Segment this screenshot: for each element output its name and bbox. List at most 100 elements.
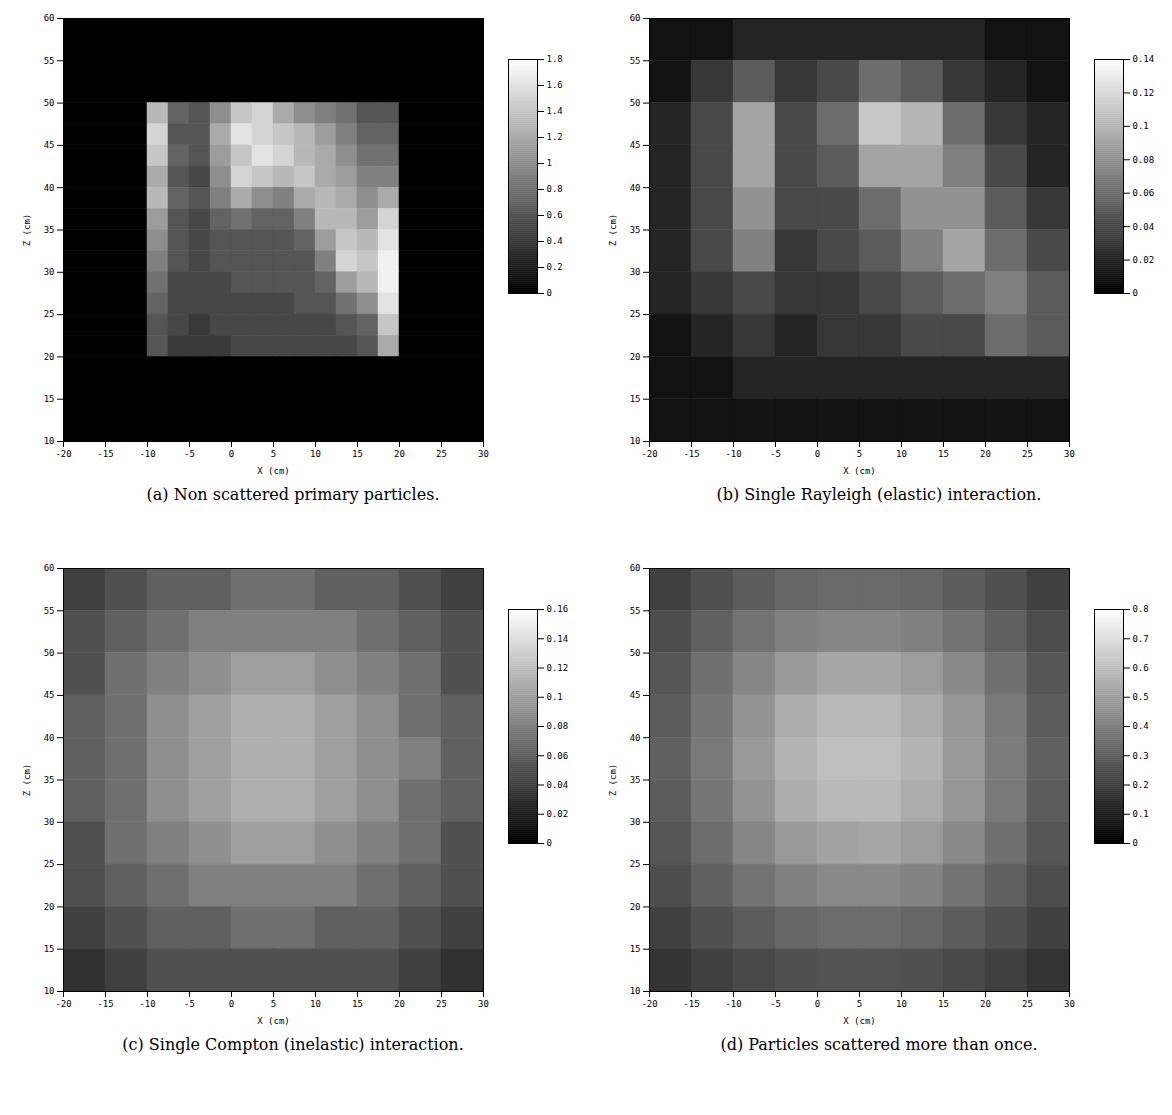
svg-text:-20: -20 bbox=[641, 449, 657, 459]
svg-text:0.08: 0.08 bbox=[1132, 155, 1154, 165]
svg-text:0.12: 0.12 bbox=[1132, 88, 1154, 98]
svg-text:40: 40 bbox=[629, 733, 640, 743]
svg-text:0.7: 0.7 bbox=[1132, 634, 1148, 644]
svg-text:0.8: 0.8 bbox=[1132, 604, 1148, 614]
svg-text:0.04: 0.04 bbox=[546, 780, 568, 790]
svg-text:1.4: 1.4 bbox=[546, 106, 562, 116]
svg-text:30: 30 bbox=[1064, 449, 1075, 459]
svg-text:-20: -20 bbox=[641, 999, 657, 1009]
svg-text:20: 20 bbox=[394, 999, 405, 1009]
svg-text:-10: -10 bbox=[725, 999, 741, 1009]
svg-text:20: 20 bbox=[980, 449, 991, 459]
svg-text:20: 20 bbox=[629, 352, 640, 362]
svg-text:25: 25 bbox=[629, 859, 640, 869]
svg-text:5: 5 bbox=[856, 449, 861, 459]
svg-text:40: 40 bbox=[629, 183, 640, 193]
svg-text:-20: -20 bbox=[55, 999, 71, 1009]
svg-text:0: 0 bbox=[814, 449, 819, 459]
svg-text:15: 15 bbox=[938, 449, 949, 459]
svg-text:0.1: 0.1 bbox=[1132, 121, 1148, 131]
svg-text:15: 15 bbox=[352, 999, 363, 1009]
svg-text:20: 20 bbox=[980, 999, 991, 1009]
svg-text:20: 20 bbox=[43, 902, 54, 912]
svg-text:1.2: 1.2 bbox=[546, 132, 562, 142]
svg-text:55: 55 bbox=[43, 606, 54, 616]
svg-text:35: 35 bbox=[43, 225, 54, 235]
svg-text:0.08: 0.08 bbox=[546, 721, 568, 731]
svg-text:60: 60 bbox=[43, 13, 54, 23]
svg-text:0: 0 bbox=[1132, 288, 1137, 298]
svg-text:45: 45 bbox=[629, 690, 640, 700]
svg-text:0.12: 0.12 bbox=[546, 663, 568, 673]
svg-text:40: 40 bbox=[43, 733, 54, 743]
svg-text:15: 15 bbox=[43, 394, 54, 404]
svg-text:0.4: 0.4 bbox=[1132, 721, 1148, 731]
svg-text:-15: -15 bbox=[683, 999, 699, 1009]
svg-text:45: 45 bbox=[43, 140, 54, 150]
svg-text:45: 45 bbox=[43, 690, 54, 700]
svg-text:20: 20 bbox=[43, 352, 54, 362]
svg-text:10: 10 bbox=[896, 999, 907, 1009]
svg-text:-15: -15 bbox=[683, 449, 699, 459]
svg-text:35: 35 bbox=[629, 775, 640, 785]
svg-text:-15: -15 bbox=[97, 449, 113, 459]
svg-text:10: 10 bbox=[896, 449, 907, 459]
svg-text:0.4: 0.4 bbox=[546, 236, 562, 246]
svg-text:-5: -5 bbox=[770, 449, 781, 459]
svg-text:15: 15 bbox=[43, 944, 54, 954]
svg-text:25: 25 bbox=[1022, 449, 1033, 459]
svg-text:50: 50 bbox=[629, 98, 640, 108]
svg-text:15: 15 bbox=[629, 394, 640, 404]
svg-text:35: 35 bbox=[43, 775, 54, 785]
svg-text:0.02: 0.02 bbox=[1132, 255, 1154, 265]
svg-text:0.14: 0.14 bbox=[546, 634, 568, 644]
svg-text:Z (cm): Z (cm) bbox=[21, 214, 31, 247]
svg-text:10: 10 bbox=[629, 436, 640, 446]
svg-text:15: 15 bbox=[938, 999, 949, 1009]
svg-text:40: 40 bbox=[43, 183, 54, 193]
svg-text:5: 5 bbox=[270, 449, 275, 459]
svg-text:10: 10 bbox=[43, 986, 54, 996]
svg-text:0.8: 0.8 bbox=[546, 184, 562, 194]
svg-text:35: 35 bbox=[629, 225, 640, 235]
svg-text:25: 25 bbox=[1022, 999, 1033, 1009]
svg-text:30: 30 bbox=[43, 267, 54, 277]
svg-text:0.3: 0.3 bbox=[1132, 751, 1148, 761]
svg-text:0: 0 bbox=[546, 288, 551, 298]
svg-text:25: 25 bbox=[43, 859, 54, 869]
svg-text:25: 25 bbox=[436, 999, 447, 1009]
svg-text:25: 25 bbox=[43, 309, 54, 319]
svg-text:30: 30 bbox=[629, 817, 640, 827]
svg-text:55: 55 bbox=[43, 56, 54, 66]
svg-text:30: 30 bbox=[43, 817, 54, 827]
svg-text:50: 50 bbox=[43, 648, 54, 658]
svg-text:60: 60 bbox=[629, 13, 640, 23]
svg-text:-5: -5 bbox=[770, 999, 781, 1009]
svg-text:10: 10 bbox=[310, 449, 321, 459]
svg-text:X (cm): X (cm) bbox=[257, 466, 290, 476]
svg-text:0.02: 0.02 bbox=[546, 809, 568, 819]
svg-text:1: 1 bbox=[546, 158, 551, 168]
svg-text:30: 30 bbox=[1064, 999, 1075, 1009]
svg-text:-15: -15 bbox=[97, 999, 113, 1009]
svg-text:0: 0 bbox=[1132, 838, 1137, 848]
svg-text:5: 5 bbox=[856, 999, 861, 1009]
svg-text:50: 50 bbox=[43, 98, 54, 108]
svg-text:20: 20 bbox=[629, 902, 640, 912]
svg-text:0: 0 bbox=[546, 838, 551, 848]
svg-text:0: 0 bbox=[228, 449, 233, 459]
svg-text:10: 10 bbox=[310, 999, 321, 1009]
svg-text:Z (cm): Z (cm) bbox=[607, 214, 617, 247]
svg-text:0.6: 0.6 bbox=[546, 210, 562, 220]
svg-text:10: 10 bbox=[43, 436, 54, 446]
svg-text:Z (cm): Z (cm) bbox=[607, 764, 617, 797]
svg-text:25: 25 bbox=[629, 309, 640, 319]
svg-text:-20: -20 bbox=[55, 449, 71, 459]
svg-text:Z (cm): Z (cm) bbox=[21, 764, 31, 797]
svg-text:0.2: 0.2 bbox=[546, 262, 562, 272]
svg-text:1.8: 1.8 bbox=[546, 54, 562, 64]
svg-text:10: 10 bbox=[629, 986, 640, 996]
svg-text:50: 50 bbox=[629, 648, 640, 658]
svg-text:0.04: 0.04 bbox=[1132, 222, 1154, 232]
svg-text:0.6: 0.6 bbox=[1132, 663, 1148, 673]
